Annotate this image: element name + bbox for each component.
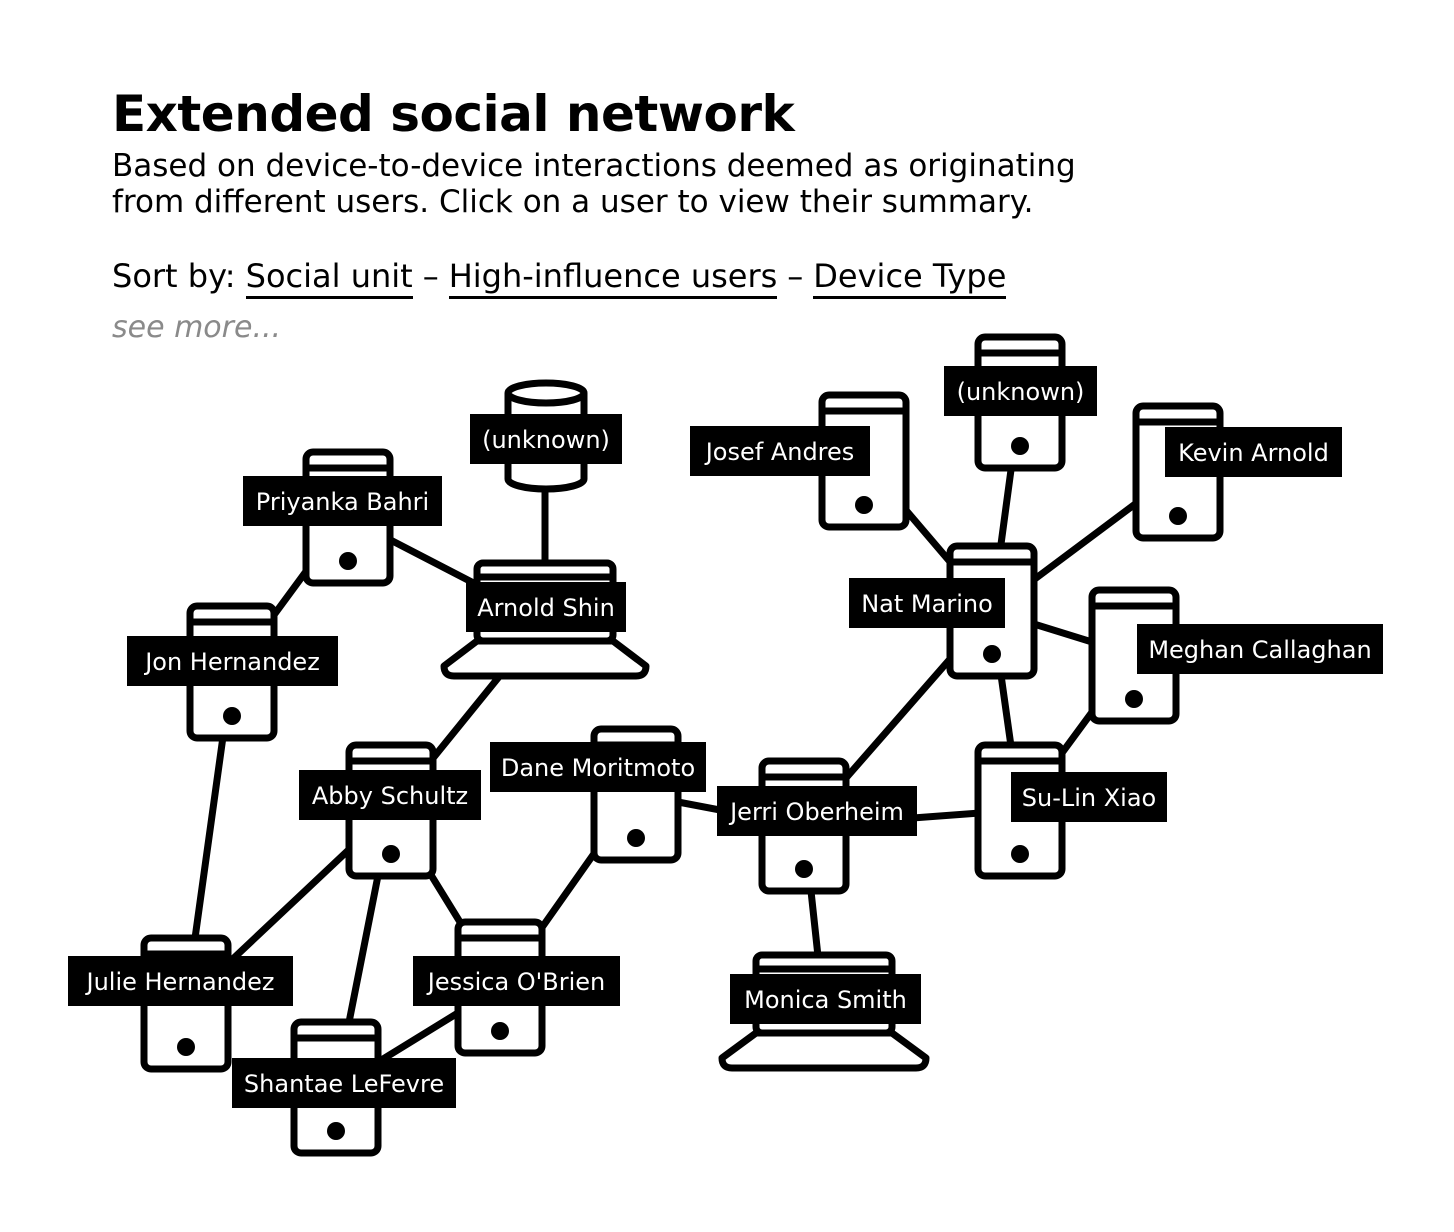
network-node-meghan-callaghan[interactable]: Meghan Callaghan	[1088, 586, 1383, 725]
network-node-unknown-db[interactable]: (unknown)	[470, 379, 622, 493]
node-label-background	[243, 476, 442, 526]
sort-prefix: Sort by:	[112, 257, 236, 295]
node-label: Su-Lin Xiao	[1022, 784, 1156, 812]
network-node-dane-moritmoto[interactable]: Dane Moritmoto	[490, 725, 706, 864]
page-title: Extended social network	[112, 85, 795, 143]
node-label-background	[470, 414, 622, 464]
network-node-monica-smith[interactable]: Monica Smith	[718, 951, 930, 1072]
node-label: Meghan Callaghan	[1148, 636, 1371, 664]
node-label-background	[717, 786, 917, 836]
node-label-background	[413, 956, 620, 1006]
sort-separator: –	[422, 257, 439, 295]
node-label-background	[490, 742, 706, 792]
node-label: Jessica O'Brien	[426, 968, 606, 996]
see-more-link[interactable]: see more...	[112, 310, 282, 345]
subtitle-line-1: Based on device-to-device interactions d…	[112, 148, 1076, 184]
node-label-background	[466, 582, 626, 632]
node-label: Shantae LeFevre	[244, 1070, 444, 1098]
network-node-jon-hernandez[interactable]: Jon Hernandez	[127, 602, 338, 742]
node-label-background	[299, 770, 481, 820]
node-label-background	[690, 426, 870, 476]
network-node-abby-schultz[interactable]: Abby Schultz	[299, 741, 481, 880]
network-node-nat-marino[interactable]: Nat Marino	[849, 542, 1038, 680]
node-label: Julie Hernandez	[84, 968, 274, 996]
node-label-background	[232, 1058, 456, 1108]
sort-social-unit-link[interactable]: Social unit	[245, 257, 413, 299]
node-label: Josef Andres	[704, 438, 855, 466]
node-label: Kevin Arnold	[1178, 439, 1329, 467]
network-node-unknown-phone[interactable]: (unknown)	[944, 333, 1097, 472]
nodes-layer: (unknown) Priyanka Bahri Arnold Shin Jon He…	[68, 333, 1383, 1157]
page-subtitle: Based on device-to-device interactions d…	[112, 148, 1192, 220]
network-node-josef-andres[interactable]: Josef Andres	[690, 391, 910, 531]
node-label: Arnold Shin	[477, 594, 615, 622]
network-node-arnold-shin[interactable]: Arnold Shin	[440, 559, 650, 680]
node-label: (unknown)	[482, 426, 610, 454]
network-node-priyanka-bahri[interactable]: Priyanka Bahri	[243, 448, 442, 587]
node-label: Dane Moritmoto	[501, 754, 695, 782]
sort-high-influence-link[interactable]: High-influence users	[448, 257, 778, 299]
network-node-julie-hernandez[interactable]: Julie Hernandez	[68, 934, 293, 1073]
sort-device-type-link[interactable]: Device Type	[813, 257, 1007, 299]
node-label: Abby Schultz	[312, 782, 468, 810]
node-label: Nat Marino	[861, 590, 993, 618]
node-label-background	[127, 636, 338, 686]
network-node-jessica-obrien[interactable]: Jessica O'Brien	[413, 918, 620, 1057]
node-label-background	[944, 366, 1097, 416]
node-label-background	[1011, 772, 1167, 822]
sort-bar: Sort by: Social unit – High-influence user…	[112, 254, 1007, 299]
node-label-background	[1137, 624, 1383, 674]
node-label: Priyanka Bahri	[256, 488, 429, 516]
node-label-background	[730, 974, 921, 1024]
node-label: Jerri Oberheim	[728, 798, 904, 826]
node-label-background	[68, 956, 293, 1006]
subtitle-line-2: from different users. Click on a user to…	[112, 184, 1034, 220]
network-node-jerri-oberheim[interactable]: Jerri Oberheim	[717, 757, 917, 895]
node-label: (unknown)	[957, 378, 1085, 406]
network-node-su-lin-xiao[interactable]: Su-Lin Xiao	[974, 741, 1167, 880]
network-node-kevin-arnold[interactable]: Kevin Arnold	[1132, 402, 1342, 542]
sort-separator: –	[787, 257, 804, 295]
network-node-shantae-lefevre[interactable]: Shantae LeFevre	[232, 1018, 456, 1157]
node-label-background	[849, 578, 1005, 628]
node-label-background	[1165, 427, 1342, 477]
node-label: Monica Smith	[744, 986, 907, 1014]
node-label: Jon Hernandez	[143, 648, 320, 676]
